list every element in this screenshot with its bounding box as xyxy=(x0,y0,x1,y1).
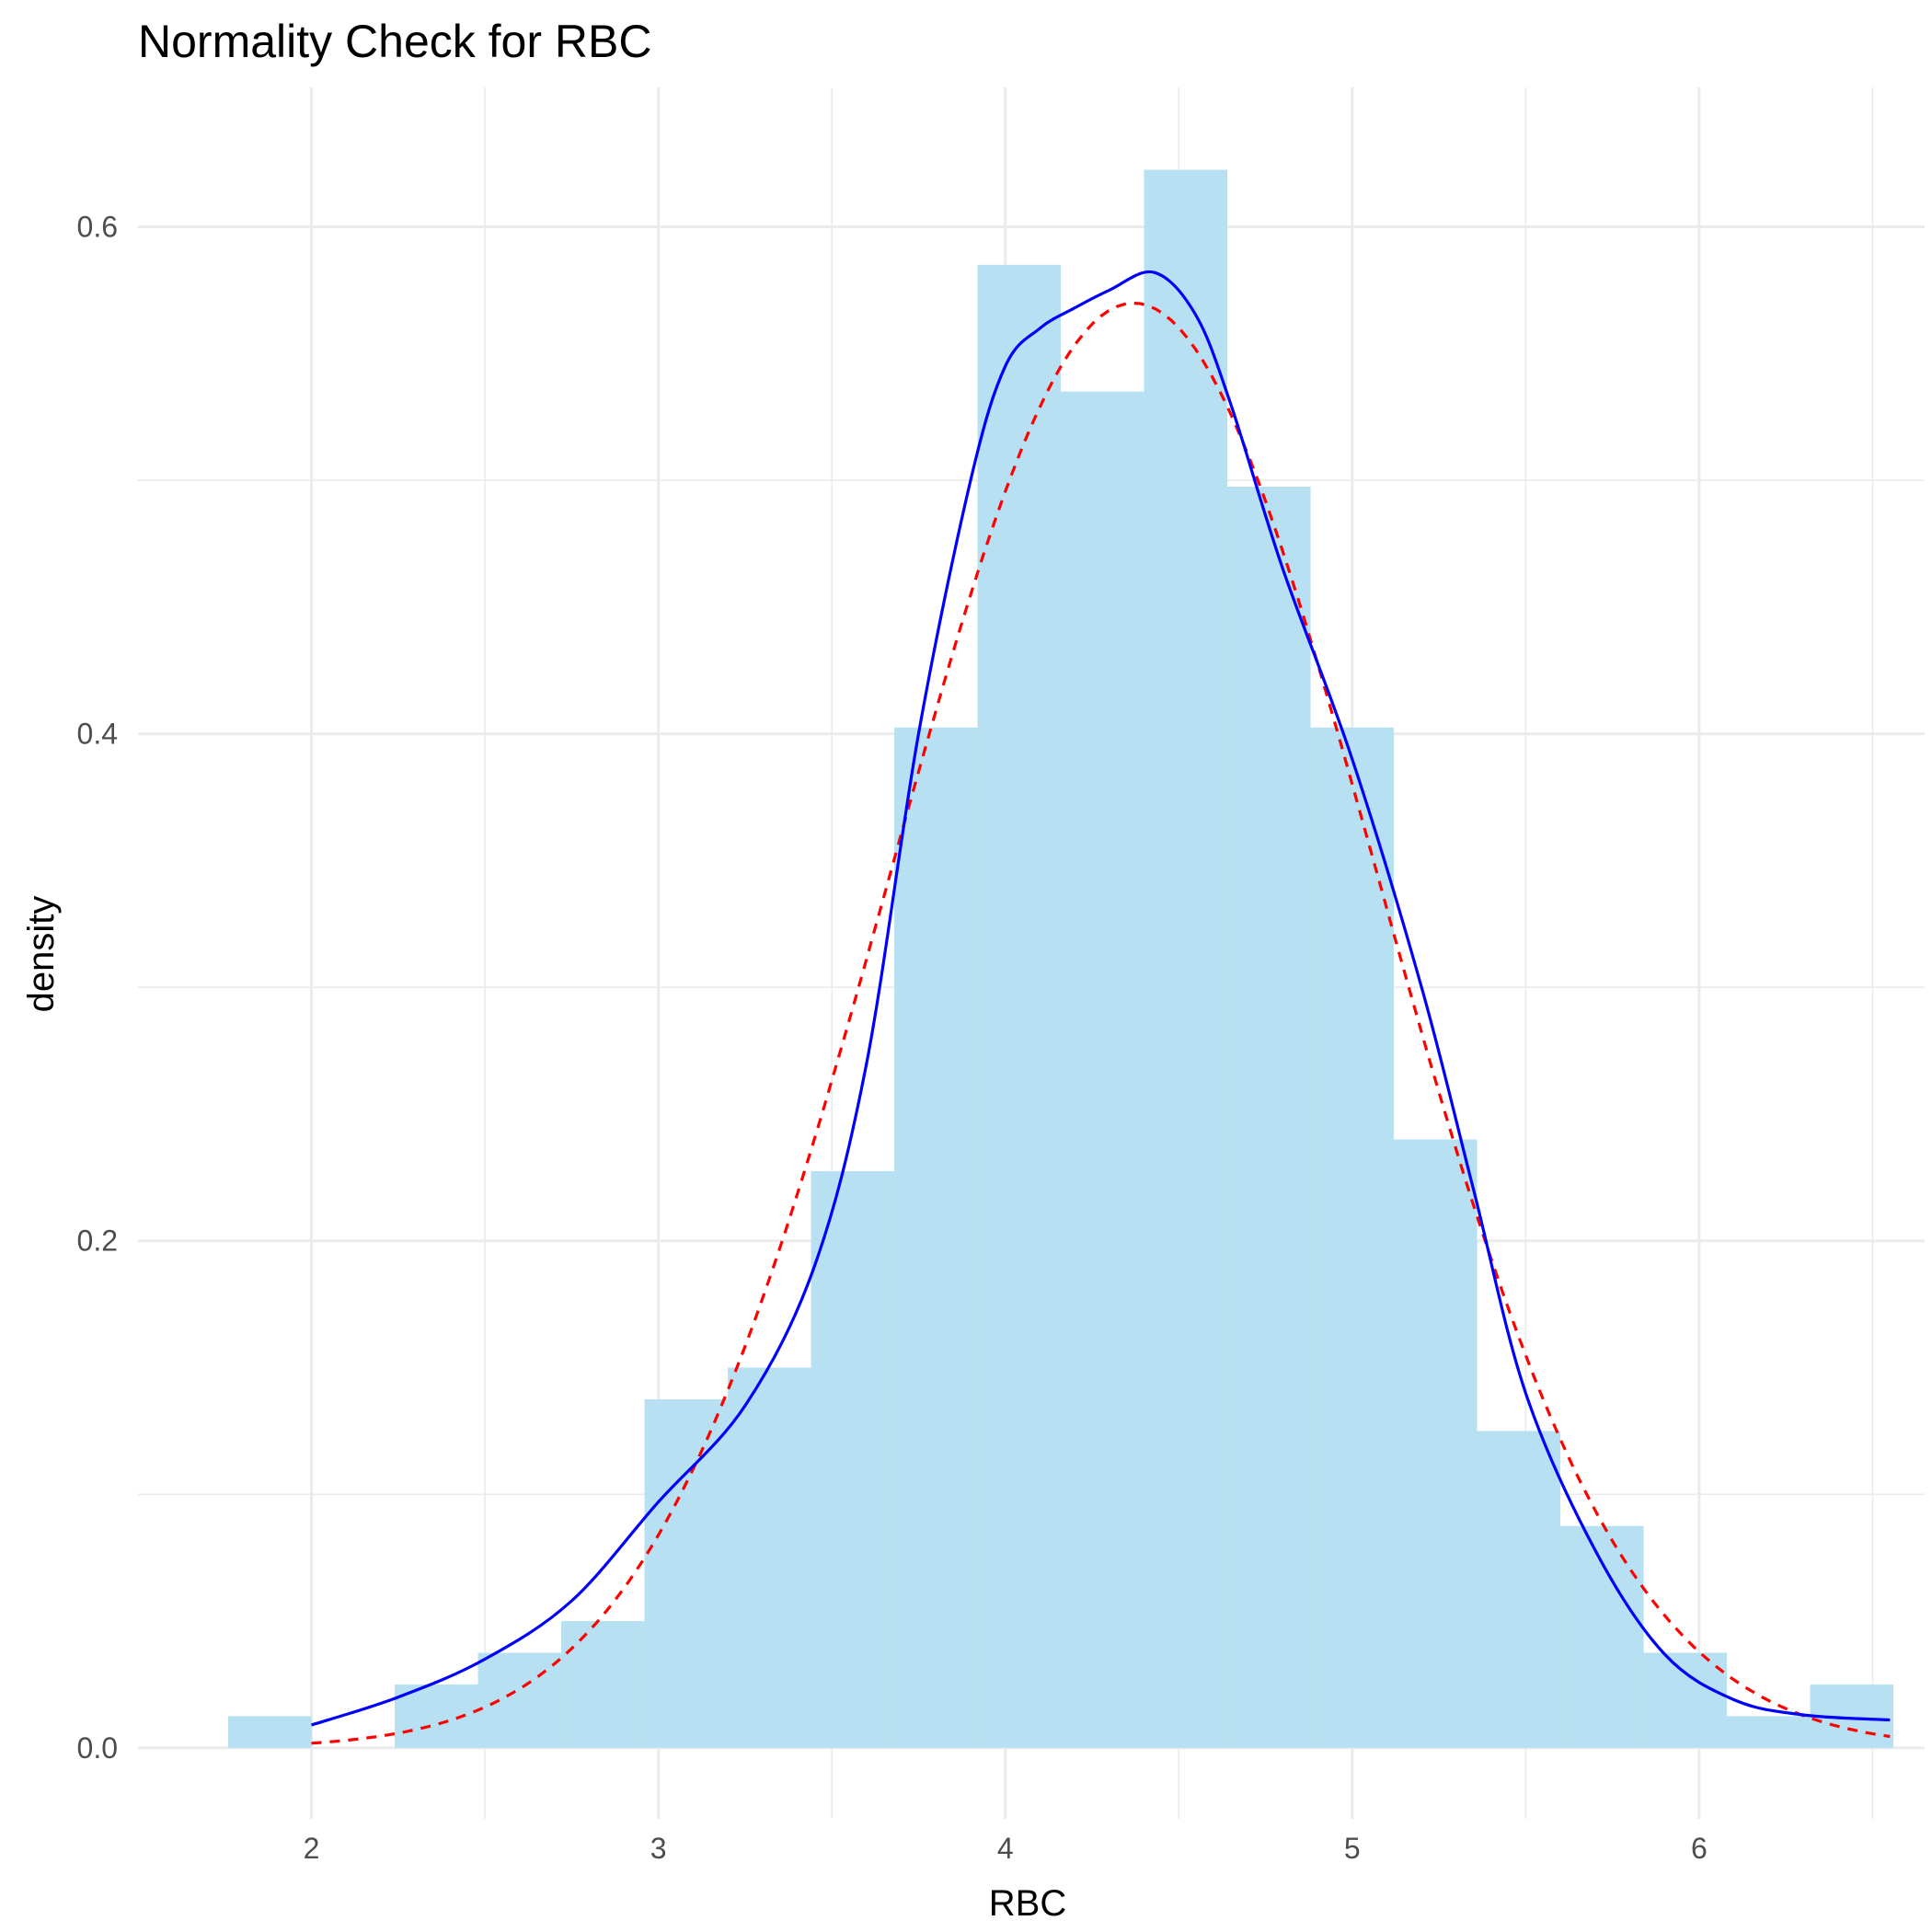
histogram-bar xyxy=(1560,1525,1644,1748)
histogram-bar xyxy=(1477,1431,1561,1748)
histogram-bar xyxy=(644,1398,729,1748)
density-curves xyxy=(311,270,1891,1745)
x-tick-label: 2 xyxy=(304,1832,320,1865)
y-tick-label: 0.6 xyxy=(77,211,118,244)
histogram-bar xyxy=(1727,1716,1811,1748)
histogram-bar xyxy=(228,1716,312,1748)
histogram-bar xyxy=(811,1170,895,1748)
histogram-bar xyxy=(1394,1139,1478,1748)
x-tick-label: 3 xyxy=(650,1832,667,1865)
y-tick-label: 0.0 xyxy=(77,1731,118,1765)
histogram-bar xyxy=(1061,391,1144,1748)
histogram-bars xyxy=(228,169,1894,1748)
normal-curve-line xyxy=(311,301,1891,1745)
x-tick-label: 6 xyxy=(1691,1832,1708,1865)
x-tick-label: 4 xyxy=(997,1832,1014,1865)
histogram-bar xyxy=(1643,1652,1728,1748)
kernel-density-line xyxy=(311,270,1891,1727)
histogram-bar xyxy=(728,1367,811,1748)
x-tick-label: 5 xyxy=(1344,1832,1361,1865)
histogram-bar xyxy=(977,264,1062,1748)
histogram-bar xyxy=(1310,727,1395,1748)
chart-title: Normality Check for RBC xyxy=(138,16,651,67)
tick-labels: 2 3 4 5 6 0.0 0.2 0.4 0.6 xyxy=(77,211,1708,1865)
histogram-bar xyxy=(477,1652,562,1748)
histogram-bar xyxy=(561,1621,645,1748)
histogram-bar xyxy=(1227,486,1311,1748)
histogram-bar xyxy=(894,727,978,1748)
y-tick-label: 0.4 xyxy=(77,718,118,751)
y-axis-title: density xyxy=(21,896,62,1013)
y-tick-label: 0.2 xyxy=(77,1225,118,1258)
x-axis-title: RBC xyxy=(989,1883,1066,1924)
histogram-bar xyxy=(1144,169,1228,1748)
